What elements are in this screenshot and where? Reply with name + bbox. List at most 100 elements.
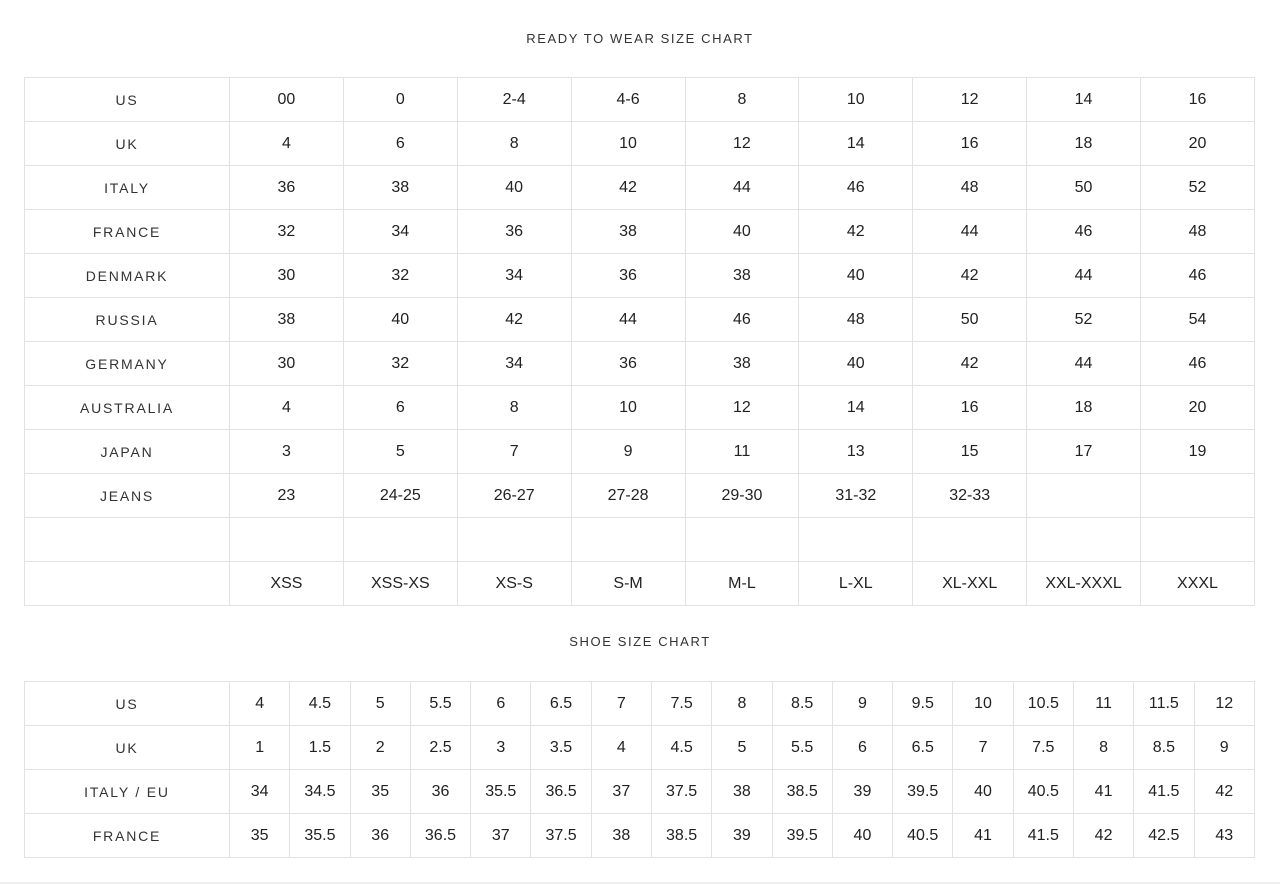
size-cell: 7 [590, 681, 652, 726]
size-cell: 4 [229, 385, 344, 430]
size-cell: 35.5 [289, 813, 351, 858]
size-cell: 8.5 [771, 681, 833, 726]
size-cell [229, 517, 344, 562]
size-cell: 39 [831, 769, 894, 814]
size-cell: 48 [912, 165, 1028, 210]
size-cell: 14 [798, 385, 914, 430]
size-cell: 9 [1193, 725, 1255, 770]
size-cell: 38 [229, 297, 344, 342]
size-cell: 44 [684, 165, 800, 210]
size-cell [1026, 517, 1141, 562]
size-cell: S-M [570, 561, 686, 606]
size-cell: 10 [570, 121, 686, 166]
size-cell: 52 [1140, 165, 1255, 210]
table-row: UK 1 1.5 2 2.5 3 3.5 4 4.5 5 5.5 6 6.5 7 7.5 8 8.5 9 [24, 725, 1255, 770]
size-cell: 7 [456, 429, 572, 474]
size-cell: 16 [912, 121, 1028, 166]
size-cell [570, 517, 686, 562]
size-cell: 44 [570, 297, 686, 342]
row-label: FRANCE [24, 813, 230, 858]
size-cell: 46 [1140, 253, 1255, 298]
size-cell: 5.5 [771, 725, 833, 770]
size-cell: 50 [1026, 165, 1141, 210]
size-cell: 17 [1026, 429, 1141, 474]
size-cell: 7.5 [1012, 725, 1074, 770]
size-cell: 3 [229, 429, 344, 474]
size-cell: 42 [570, 165, 686, 210]
size-cell: 35 [228, 813, 291, 858]
row-label: AUSTRALIA [24, 385, 230, 430]
size-cell: 40 [952, 769, 1014, 814]
size-cell: 41 [1072, 769, 1135, 814]
size-cell: 38.5 [771, 769, 833, 814]
size-cell: 24-25 [342, 473, 458, 518]
size-cell: 41.5 [1012, 813, 1074, 858]
size-cell [1140, 473, 1255, 518]
size-cell [342, 517, 458, 562]
size-cell: 37 [470, 813, 532, 858]
size-cell: 10 [798, 77, 914, 122]
size-cell: 46 [684, 297, 800, 342]
size-cell: XXL-XXXL [1026, 561, 1141, 606]
size-cell: 11.5 [1133, 681, 1195, 726]
size-cell: 35 [349, 769, 411, 814]
size-cell [1026, 473, 1141, 518]
size-cell: 7 [952, 725, 1014, 770]
size-cell: 37.5 [650, 769, 713, 814]
table-row: FRANCE 35 35.5 36 36.5 37 37.5 38 38.5 39 39.5 40 40… [24, 813, 1255, 858]
size-cell: 34 [456, 341, 572, 386]
size-cell: 9 [831, 681, 894, 726]
size-cell: 5.5 [409, 681, 472, 726]
size-cell: 8 [684, 77, 800, 122]
size-cell: 34.5 [289, 769, 351, 814]
size-cell: 5 [349, 681, 411, 726]
size-cell: 36 [229, 165, 344, 210]
size-cell: 43 [1193, 813, 1255, 858]
divider [0, 882, 1280, 884]
size-cell: 11 [684, 429, 800, 474]
size-cell: 37 [590, 769, 652, 814]
size-cell: 11 [1072, 681, 1135, 726]
table-row: UK 4 6 8 10 12 14 16 18 20 [24, 121, 1255, 166]
table-row: GERMANY 30 32 34 36 38 40 42 44 46 [24, 341, 1255, 386]
size-cell: 13 [798, 429, 914, 474]
size-cell: 26-27 [456, 473, 572, 518]
row-label: JAPAN [24, 429, 230, 474]
size-cell: 32-33 [912, 473, 1028, 518]
size-cell: 4 [590, 725, 652, 770]
ready-to-wear-size-table: US 00 0 2-4 4-6 8 10 12 14 16 UK 4 6 8 10 12 14 16 18 20 ITA… [24, 77, 1255, 606]
size-cell: 18 [1026, 385, 1141, 430]
size-cell: M-L [684, 561, 800, 606]
size-cell: 30 [229, 253, 344, 298]
size-cell: XXXL [1140, 561, 1255, 606]
size-cell: 38 [684, 341, 800, 386]
size-cell: 39.5 [771, 813, 833, 858]
size-cell: 32 [229, 209, 344, 254]
shoe-size-table: US 4 4.5 5 5.5 6 6.5 7 7.5 8 8.5 9 9.5 10 10.5 11 11.5 12… [24, 681, 1255, 858]
size-cell: 38.5 [650, 813, 713, 858]
table-row [24, 517, 1255, 562]
size-cell: 10 [570, 385, 686, 430]
size-cell: 19 [1140, 429, 1255, 474]
row-label [24, 517, 230, 562]
size-cell: 39.5 [892, 769, 954, 814]
size-cell: 8.5 [1133, 725, 1195, 770]
size-cell: XS-S [456, 561, 572, 606]
size-cell: 20 [1140, 121, 1255, 166]
size-cell: 8 [711, 681, 773, 726]
size-cell: 42 [1193, 769, 1255, 814]
table-row: JAPAN 3 5 7 9 11 13 15 17 19 [24, 429, 1255, 474]
size-cell: 40.5 [892, 813, 954, 858]
row-label: GERMANY [24, 341, 230, 386]
size-cell: 46 [1026, 209, 1141, 254]
shoe-size-title: SHOE SIZE CHART [569, 634, 711, 649]
size-cell: 42 [1072, 813, 1135, 858]
size-cell: 34 [228, 769, 291, 814]
size-cell: 12 [1193, 681, 1255, 726]
size-cell: 36 [570, 341, 686, 386]
size-cell: 1.5 [289, 725, 351, 770]
size-cell: 10.5 [1012, 681, 1074, 726]
size-cell: 42 [912, 253, 1028, 298]
size-cell: 39 [711, 813, 773, 858]
size-cell: 12 [912, 77, 1028, 122]
